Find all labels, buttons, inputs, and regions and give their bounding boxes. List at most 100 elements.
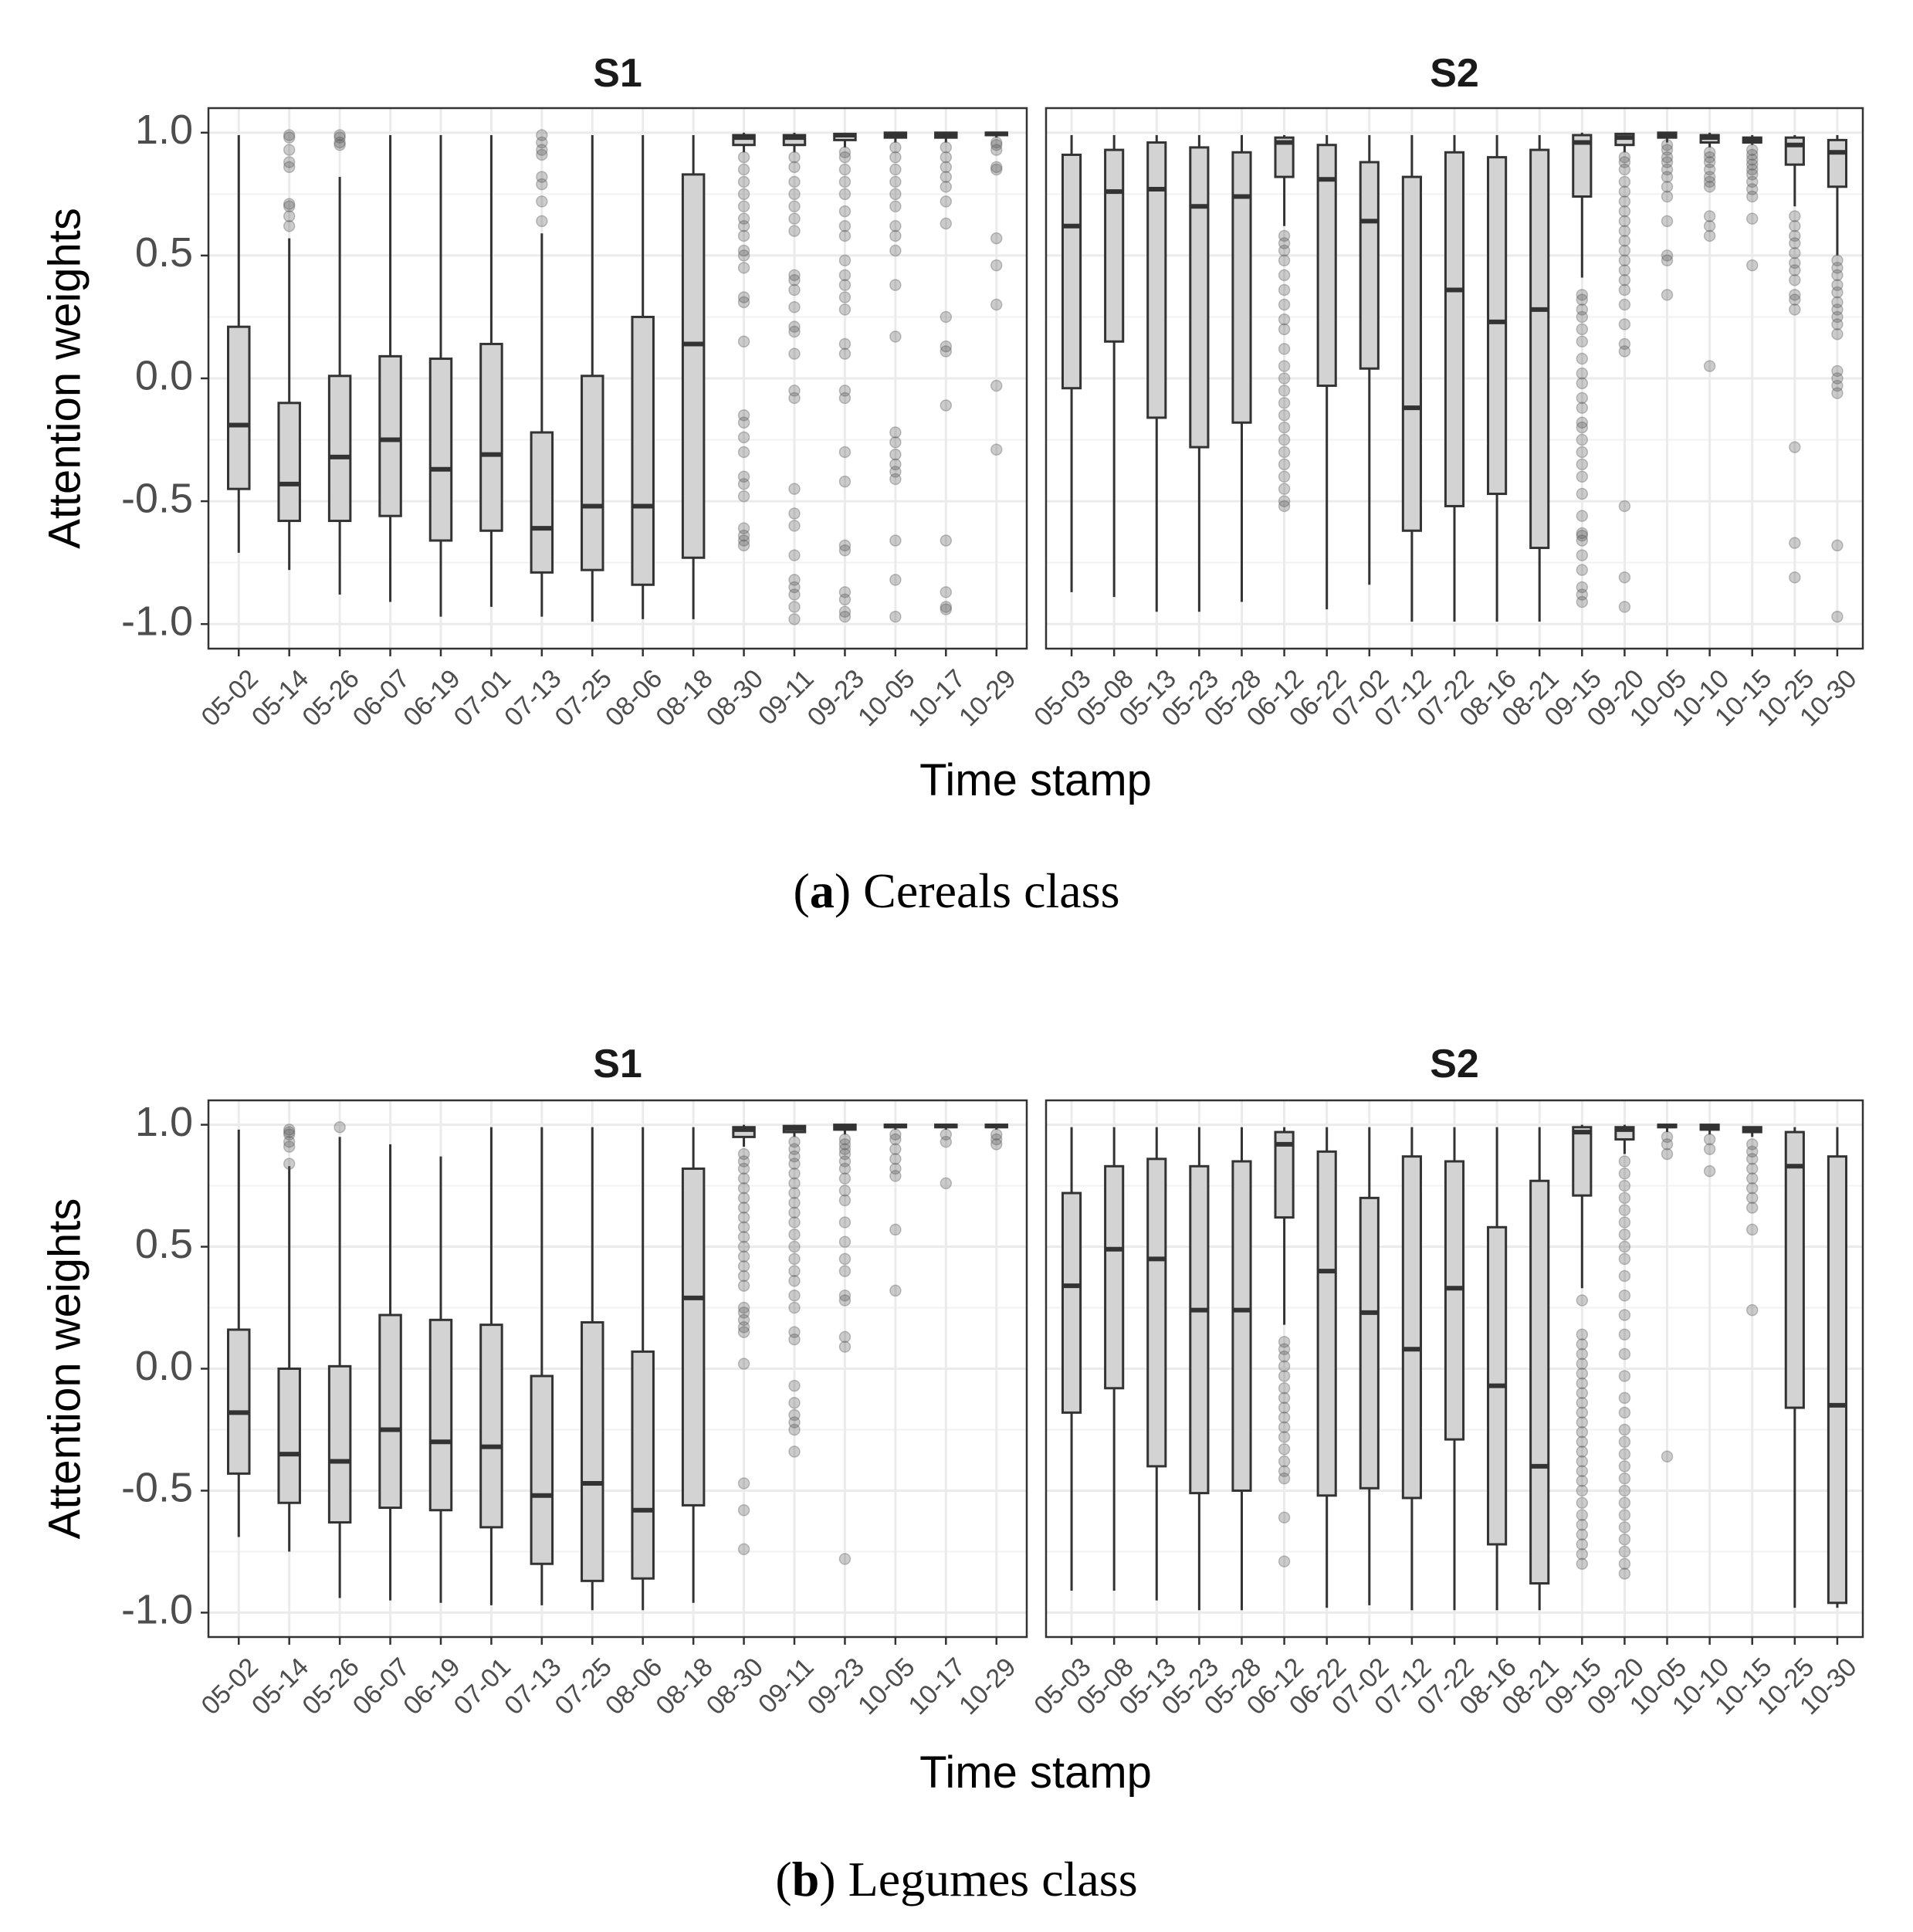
outlier-point bbox=[788, 1187, 801, 1199]
outlier-point bbox=[1618, 1229, 1631, 1241]
outlier-point bbox=[1278, 237, 1291, 249]
outlier-point bbox=[737, 478, 750, 490]
outlier-point bbox=[1661, 181, 1674, 193]
outlier-point bbox=[788, 520, 801, 532]
outlier-point bbox=[1278, 244, 1291, 257]
outlier-point bbox=[283, 1126, 296, 1138]
outlier-point bbox=[838, 593, 852, 606]
outlier-point bbox=[1618, 151, 1631, 164]
outlier-point bbox=[1278, 1343, 1291, 1355]
outlier-point bbox=[889, 1162, 902, 1175]
outlier-point bbox=[1576, 293, 1589, 306]
outlier-point bbox=[1618, 571, 1631, 584]
outlier-point bbox=[889, 1153, 902, 1165]
outlier-point bbox=[838, 1194, 852, 1207]
box-body bbox=[1572, 134, 1593, 198]
outlier-point bbox=[889, 219, 902, 232]
box-06-19 bbox=[428, 1156, 453, 1603]
outlier-point bbox=[1278, 323, 1291, 336]
x-tick-label: 10-05 bbox=[852, 1652, 920, 1720]
outlier-point bbox=[788, 200, 801, 213]
outlier-point bbox=[940, 603, 953, 615]
outlier-point bbox=[1789, 219, 1801, 232]
outlier-point bbox=[283, 144, 296, 156]
outlier-point bbox=[1278, 421, 1291, 434]
outlier-point bbox=[1576, 1377, 1589, 1390]
outlier-point bbox=[788, 1135, 801, 1148]
outlier-point bbox=[1661, 163, 1674, 176]
outlier-point bbox=[1618, 1509, 1631, 1521]
outlier-point bbox=[1831, 296, 1844, 309]
outlier-point bbox=[1618, 1269, 1631, 1283]
box-body bbox=[1231, 1160, 1252, 1492]
outlier-point bbox=[1789, 264, 1801, 276]
outlier-point bbox=[1661, 138, 1674, 151]
x-tick-label: 06-07 bbox=[347, 664, 415, 732]
outlier-point bbox=[1789, 289, 1801, 301]
outlier-point bbox=[1661, 1450, 1674, 1463]
outlier-point bbox=[1278, 1421, 1291, 1434]
outlier-point bbox=[334, 138, 346, 151]
outlier-point bbox=[788, 1206, 801, 1219]
outlier-point bbox=[737, 1231, 750, 1243]
outlier-point bbox=[788, 574, 801, 586]
y-tick-label: 0.0 bbox=[135, 1343, 193, 1389]
outlier-point bbox=[1576, 458, 1589, 471]
outlier-point bbox=[940, 310, 953, 324]
outlier-point bbox=[1576, 1465, 1589, 1477]
box-05-28 bbox=[1231, 1127, 1252, 1611]
outlier-point bbox=[1745, 1172, 1759, 1185]
box-05-13 bbox=[1146, 1127, 1167, 1601]
outlier-point bbox=[1278, 1555, 1291, 1568]
y-axis-title: Attention weights bbox=[39, 208, 90, 549]
outlier-point bbox=[1661, 215, 1674, 228]
outlier-point bbox=[1618, 1435, 1631, 1449]
x-tick-label: 08-06 bbox=[600, 664, 668, 732]
outlier-point bbox=[1618, 1472, 1631, 1485]
outlier-point bbox=[737, 1260, 750, 1273]
box-09-20 bbox=[1614, 132, 1635, 613]
box-09-11 bbox=[782, 132, 807, 625]
box-05-03 bbox=[1061, 1127, 1082, 1591]
outlier-point bbox=[1618, 175, 1631, 188]
x-tick-label: 05-14 bbox=[246, 1652, 314, 1720]
outlier-point bbox=[1576, 1328, 1589, 1341]
x-tick-label: 07-13 bbox=[499, 1652, 567, 1720]
outlier-point bbox=[1618, 273, 1631, 286]
box-09-15 bbox=[1572, 132, 1593, 608]
outlier-point bbox=[737, 1155, 750, 1168]
outlier-point bbox=[940, 195, 953, 208]
outlier-point bbox=[1576, 289, 1589, 301]
outlier-point bbox=[838, 219, 852, 232]
outlier-point bbox=[1618, 1240, 1631, 1253]
outlier-point bbox=[788, 549, 801, 561]
outlier-point bbox=[737, 431, 750, 444]
box-07-13 bbox=[530, 129, 554, 617]
outlier-point bbox=[536, 195, 548, 208]
outlier-point bbox=[1618, 244, 1631, 257]
outlier-point bbox=[536, 136, 548, 149]
outlier-point bbox=[838, 1147, 852, 1161]
outlier-point bbox=[1278, 500, 1291, 513]
box-08-21 bbox=[1529, 135, 1550, 622]
box-body bbox=[1487, 156, 1508, 496]
outlier-point bbox=[838, 1341, 852, 1353]
outlier-point bbox=[334, 129, 346, 141]
outlier-point bbox=[838, 151, 852, 164]
outlier-point bbox=[990, 379, 1003, 392]
outlier-point bbox=[737, 1191, 750, 1205]
outlier-point bbox=[788, 1396, 801, 1409]
outlier-point bbox=[940, 171, 953, 183]
box-body bbox=[277, 1368, 301, 1504]
outlier-point bbox=[1278, 470, 1291, 483]
outlier-point bbox=[1831, 610, 1844, 623]
outlier-point bbox=[1278, 313, 1291, 326]
box-05-23 bbox=[1189, 135, 1210, 612]
outlier-point bbox=[1703, 1133, 1716, 1146]
outlier-point bbox=[1278, 1370, 1291, 1382]
outlier-point bbox=[1703, 219, 1716, 232]
outlier-point bbox=[1576, 1357, 1589, 1370]
outlier-point bbox=[889, 1223, 902, 1236]
outlier-point bbox=[737, 1202, 750, 1214]
outlier-point bbox=[838, 1235, 852, 1248]
